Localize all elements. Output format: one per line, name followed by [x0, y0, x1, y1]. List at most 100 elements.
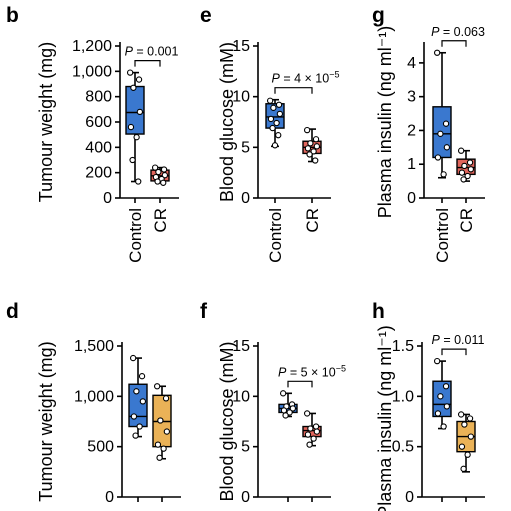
y-tick-label: 5	[241, 439, 250, 456]
significance-bracket	[441, 40, 467, 47]
data-point	[130, 84, 137, 91]
data-point	[156, 454, 163, 461]
data-point	[310, 148, 317, 155]
p-value-label: P = 0.011	[432, 333, 485, 347]
data-point	[461, 421, 468, 428]
data-point	[266, 97, 274, 104]
panel-letter: h	[372, 300, 385, 323]
x-category-label: Control	[433, 208, 452, 263]
data-point	[460, 465, 467, 472]
x-category-label: CR	[151, 208, 170, 233]
y-tick-label: 2	[407, 122, 416, 139]
data-point	[280, 407, 288, 414]
y-tick-label: 200	[85, 165, 112, 182]
p-symbol: P	[431, 25, 440, 39]
data-point	[154, 178, 161, 185]
data-point	[304, 145, 312, 152]
data-point	[458, 443, 466, 450]
data-point	[155, 168, 162, 176]
y-axis-label: Blood glucose (mM)	[217, 341, 237, 501]
data-point	[127, 123, 135, 131]
panel-letter: e	[200, 4, 212, 27]
data-point	[310, 435, 317, 442]
x-category-label: CR	[303, 208, 322, 233]
data-point	[461, 162, 468, 170]
data-point	[279, 390, 287, 397]
p-value-number: = 5 × 10	[286, 365, 335, 379]
box-series-0	[432, 357, 452, 430]
data-point	[443, 144, 451, 151]
data-point	[433, 49, 441, 56]
significance-bracket	[274, 87, 313, 94]
data-point	[440, 423, 447, 430]
p-value-label: P = 5 × 10−5	[278, 363, 346, 379]
p-value-exponent: −5	[329, 70, 339, 80]
panel-letter: d	[6, 300, 19, 323]
data-point	[267, 115, 275, 123]
data-point	[306, 151, 313, 158]
data-point	[286, 409, 293, 416]
data-point	[154, 441, 162, 448]
p-value-text: P = 0.001	[125, 45, 179, 59]
y-tick-label: 500	[87, 439, 114, 456]
x-category-label: Control	[266, 208, 285, 263]
p-symbol: P	[272, 72, 281, 86]
panel-letter: g	[372, 4, 385, 27]
data-point	[307, 140, 314, 147]
data-point	[163, 428, 171, 435]
y-tick-label: 15	[232, 338, 250, 355]
p-value-label: P = 4 × 10−5	[272, 70, 340, 86]
data-point	[129, 354, 137, 362]
y-tick-label: 1,000	[74, 388, 114, 405]
data-point	[132, 432, 139, 439]
box-series-0	[125, 69, 145, 185]
p-value-text: P = 0.011	[432, 333, 485, 347]
y-tick-label: 0	[103, 190, 112, 207]
y-tick-label: 0	[241, 190, 250, 207]
data-point	[466, 415, 474, 422]
p-value-number: = 0.001	[133, 45, 179, 59]
significance-bracket	[441, 348, 467, 356]
y-tick-label: 10	[232, 89, 250, 106]
y-tick-label: 15	[232, 38, 250, 55]
y-axis-label: Tumour weight (mg)	[36, 42, 56, 202]
p-value-text: P = 4 × 10	[272, 72, 330, 86]
data-point	[313, 428, 321, 435]
data-point	[464, 451, 471, 458]
x-category-label: Control	[126, 208, 145, 263]
data-point	[271, 142, 279, 149]
data-point	[282, 412, 289, 419]
data-point	[304, 431, 312, 438]
x-category-label: CR	[457, 208, 476, 233]
box-series-1	[302, 410, 322, 448]
data-point	[437, 130, 444, 137]
data-point	[133, 134, 140, 141]
y-tick-label: 3	[407, 89, 416, 106]
y-axis-label: Plasma insulin (ng ml⁻¹)	[375, 26, 395, 219]
y-tick-label: 1	[407, 156, 416, 173]
data-point	[303, 126, 311, 134]
data-point	[434, 410, 442, 417]
box-series-0	[432, 49, 452, 179]
panel-b: b Tumour weight (mg) 0 200 400 600 800 1,000 1,2…	[6, 4, 179, 263]
y-axis-label: Blood glucose (mM)	[217, 42, 237, 202]
box-series-0	[128, 354, 148, 439]
box-series-1	[152, 383, 172, 461]
data-point	[457, 411, 465, 418]
data-point	[270, 104, 277, 111]
box-series-0	[265, 97, 285, 149]
data-point	[312, 423, 320, 430]
data-point	[457, 147, 465, 154]
significance-bracket	[287, 380, 313, 388]
data-point	[458, 169, 466, 176]
y-tick-label: 5	[241, 139, 250, 156]
y-tick-label: 1.0	[392, 388, 414, 405]
data-point	[138, 373, 146, 380]
data-point	[440, 171, 447, 178]
y-tick-label: 800	[85, 89, 112, 106]
data-point	[129, 156, 136, 164]
data-point	[160, 166, 168, 173]
